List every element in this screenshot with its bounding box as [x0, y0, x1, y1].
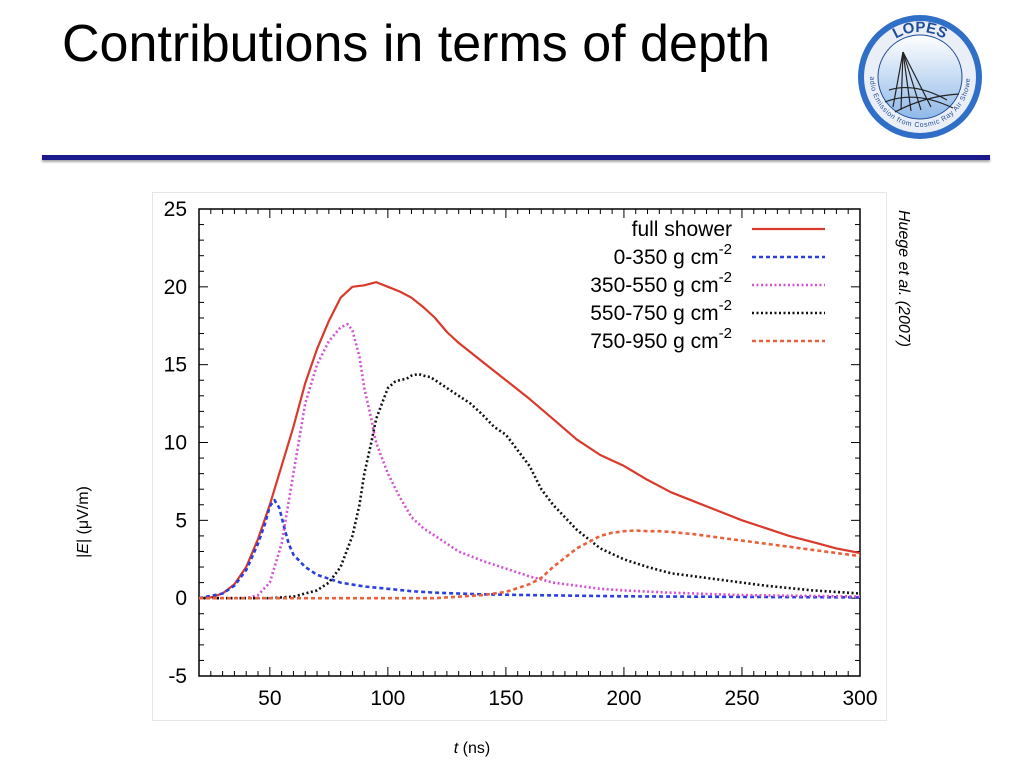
lopes-logo: LOPES Radio Emission from Cosmic Ray Air…: [855, 12, 982, 139]
x-tick-label: 250: [724, 687, 759, 710]
line-chart: 50 100 150 200 250 300 -5 0 5 10 15 20 25 full shower…: [164, 198, 878, 710]
series-line-1: [198, 281, 861, 600]
svg-text:LOPES: LOPES: [890, 19, 950, 42]
y-axis-label: |E| (μV/m): [75, 486, 92, 558]
legend-label-1: full shower: [632, 218, 732, 241]
x-axis-label-symbol: t: [453, 740, 459, 757]
y-tick-label: 5: [175, 509, 187, 532]
series-line-3: [199, 322, 861, 600]
citation: Huege et al. (2007): [895, 210, 912, 347]
y-axis-label-unit: (μV/m): [75, 486, 92, 535]
x-tick-label: 50: [258, 687, 281, 710]
y-tick-label: 0: [175, 587, 187, 610]
y-axis-label-symbol: E: [75, 543, 92, 554]
x-tick-label: 200: [606, 687, 641, 710]
y-tick-label: 20: [164, 276, 187, 299]
y-tick-label: 15: [164, 354, 187, 377]
slide-title: Contributions in terms of depth: [62, 15, 771, 73]
series-line-4: [199, 372, 861, 600]
legend-label-4: 550-750 g cm-2: [590, 297, 732, 325]
y-tick-label: 25: [164, 198, 187, 221]
legend-label-5: 750-950 g cm-2: [590, 325, 732, 353]
series-line-5: [199, 529, 861, 600]
y-tick-label: -5: [168, 665, 187, 688]
x-tick-label: 150: [488, 687, 523, 710]
plot-frame: [152, 192, 887, 721]
x-axis-label-unit: (ns): [462, 740, 491, 757]
x-tick-label: 300: [842, 687, 877, 710]
y-tick-label: 10: [164, 432, 187, 455]
logo-title: LOPES: [890, 19, 950, 42]
legend-label-2: 0-350 g cm-2: [614, 241, 732, 269]
plot-area-border: [198, 208, 861, 677]
legend-label-3: 350-550 g cm-2: [590, 269, 732, 297]
x-axis-label: t (ns): [454, 740, 490, 758]
title-divider: [42, 155, 990, 160]
x-tick-label: 100: [370, 687, 405, 710]
